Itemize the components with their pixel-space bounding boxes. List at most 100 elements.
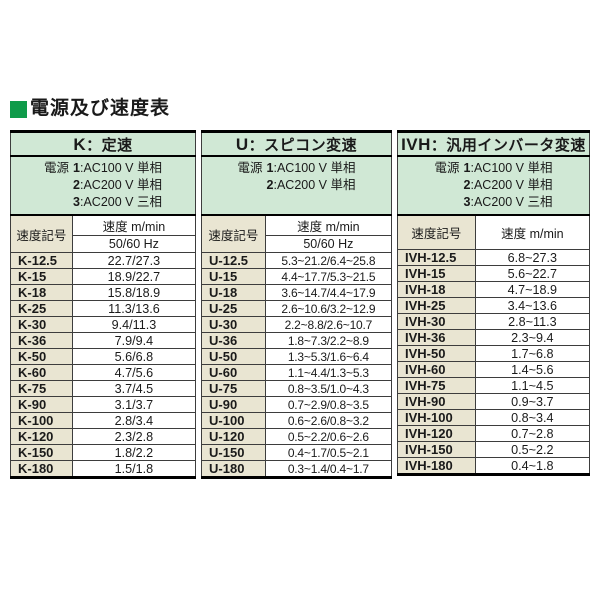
speed-value-cell: 2.8~11.3	[474, 313, 591, 330]
power-spec: 電源 1:AC100 V 単相 2:AC200 V 単相 3:AC200 V 三相	[12, 160, 195, 211]
table-row: IVH-75 1.1~4.5	[397, 377, 591, 394]
speed-code-cell: IVH-100	[397, 409, 476, 426]
table-row: IVH-18 4.7~18.9	[397, 281, 591, 298]
page-title-row: 電源及び速度表	[10, 98, 590, 120]
speed-value-cell: 2.8/3.4	[71, 412, 197, 429]
speed-code-cell: K-180	[10, 460, 73, 479]
speed-tables: K：定速 電源 1:AC100 V 単相 2:AC200 V 単相 3:AC200 V …	[9, 130, 591, 479]
table-row: K-30 9.4/11.3	[10, 316, 197, 333]
speed-value-cell: 3.7/4.5	[71, 380, 197, 397]
speed-value-cell: 2.3~9.4	[474, 329, 591, 346]
column-subheader-row: 50/60 Hz	[11, 235, 197, 253]
power-row: 電源 1:AC100 V 単相 2:AC200 V 単相 3:AC200 V 三相	[397, 155, 590, 216]
speed-value-cell: 18.9/22.7	[71, 268, 197, 285]
speed-value-cell: 0.5~2.2/0.6~2.6	[264, 428, 393, 445]
speed-value-cell: 22.7/27.3	[71, 252, 197, 269]
section-title-label: ：定速	[86, 136, 133, 154]
table-row: U-30 2.2~8.8/2.6~10.7	[201, 316, 393, 333]
speed-code-cell: U-100	[201, 412, 266, 429]
speed-value-cell: 1.1~4.4/1.3~5.3	[264, 364, 393, 381]
title-square-icon	[10, 100, 27, 118]
speed-code-cell: U-15	[201, 268, 266, 285]
speed-code-cell: U-36	[201, 332, 266, 349]
power-line-text: :AC200 V 三相	[80, 195, 162, 209]
speed-code-cell: IVH-180	[397, 457, 476, 476]
table-row: IVH-15 5.6~22.7	[397, 265, 591, 282]
speed-code-cell: K-36	[10, 332, 73, 349]
speed-value-cell: 4.7/5.6	[71, 364, 197, 381]
section-header-row: IVH：汎用インバータ変速	[397, 130, 590, 157]
power-line: 1:AC100 V 単相	[464, 160, 553, 177]
speed-code-cell: IVH-50	[397, 345, 476, 362]
section-title-label: ：汎用インバータ変速	[430, 136, 586, 154]
speed-value-cell: 1.3~5.3/1.6~6.4	[264, 348, 393, 365]
speed-value-cell: 15.8/18.9	[71, 284, 197, 301]
speed-code-cell: IVH-18	[397, 281, 476, 298]
power-line: 3:AC200 V 三相	[464, 194, 553, 211]
speed-code-cell: U-50	[201, 348, 266, 365]
speed-value-cell: 0.7~2.9/0.8~3.5	[264, 396, 393, 413]
column-header-row: 速度記号 速度 m/min	[397, 214, 591, 250]
speed-value-cell: 0.3~1.4/0.4~1.7	[264, 460, 393, 479]
power-label: 電源	[434, 161, 460, 175]
speed-code-cell: K-50	[10, 348, 73, 365]
table-row: U-18 3.6~14.7/4.4~17.9	[201, 284, 393, 301]
power-line-num: 2	[73, 178, 80, 192]
power-line: 2:AC200 V 単相	[267, 177, 356, 194]
speed-code-cell: K-18	[10, 284, 73, 301]
table-row: IVH-50 1.7~6.8	[397, 345, 591, 362]
speed-code-cell: K-100	[10, 412, 73, 429]
power-line-text: :AC200 V 単相	[273, 178, 356, 192]
speed-code-cell: IVH-30	[397, 313, 476, 330]
section-header-row: K：定速	[9, 130, 197, 157]
table-row: U-12.5 5.3~21.2/6.4~25.8	[201, 252, 393, 269]
table-row: U-15 4.4~17.7/5.3~21.5	[201, 268, 393, 285]
speed-value-cell: 3.6~14.7/4.4~17.9	[264, 284, 393, 301]
speed-value-cell: 1.5/1.8	[71, 460, 197, 479]
speed-code-cell: IVH-75	[397, 377, 476, 394]
speed-code-cell: IVH-15	[397, 265, 476, 282]
power-spec: 電源 1:AC100 V 単相 2:AC200 V 単相 3:AC200 V 三相	[399, 160, 589, 211]
speed-code-cell: K-15	[10, 268, 73, 285]
table-row: K-15 18.9/22.7	[10, 268, 197, 285]
speed-value-cell: 1.1~4.5	[474, 377, 591, 394]
section-title-prefix: U	[235, 134, 249, 154]
section-title: IVH：汎用インバータ変速	[397, 130, 590, 157]
speed-subheader: 50/60 Hz	[71, 235, 197, 253]
speed-value-cell: 0.7~2.8	[474, 425, 591, 442]
speed-value-cell: 1.4~5.6	[474, 361, 591, 378]
speed-value-cell: 4.4~17.7/5.3~21.5	[264, 268, 393, 285]
speed-value-cell: 0.9~3.7	[474, 393, 591, 410]
speed-value-cell: 3.1/3.7	[71, 396, 197, 413]
speed-code-cell: K-30	[10, 316, 73, 333]
speed-value-cell: 0.4~1.8	[474, 457, 591, 476]
speed-value-cell: 4.7~18.9	[474, 281, 591, 298]
column-header-row: 速度記号 速度 m/min	[201, 214, 393, 253]
speed-value-cell: 6.8~27.3	[474, 249, 591, 266]
section-table-K: K：定速電源 1:AC100 V 単相 2:AC200 V 単相 3:AC200 V …	[9, 130, 197, 479]
speed-code-cell: IVH-60	[397, 361, 476, 378]
table-row: U-150 0.4~1.7/0.5~2.1	[201, 444, 393, 461]
section-title-label: ：スピコン変速	[248, 136, 358, 154]
table-row: U-100 0.6~2.6/0.8~3.2	[201, 412, 393, 429]
power-line: 1:AC100 V 単相	[73, 160, 162, 177]
speed-code-header: 速度記号	[10, 214, 73, 253]
table-row: K-150 1.8/2.2	[10, 444, 197, 461]
speed-value-cell: 7.9/9.4	[71, 332, 197, 349]
speed-code-cell: K-12.5	[10, 252, 73, 269]
power-cell: 電源 1:AC100 V 単相 2:AC200 V 単相 3:AC200 V 三相	[397, 155, 590, 216]
table-row: U-60 1.1~4.4/1.3~5.3	[201, 364, 393, 381]
table-row: K-90 3.1/3.7	[10, 396, 197, 413]
speed-code-cell: IVH-36	[397, 329, 476, 346]
speed-value-cell: 0.8~3.5/1.0~4.3	[264, 380, 393, 397]
power-line-text: :AC100 V 単相	[273, 161, 356, 175]
power-line: 1:AC100 V 単相	[267, 160, 356, 177]
speed-value-cell: 5.6/6.8	[71, 348, 197, 365]
table-row: K-12.5 22.7/27.3	[10, 252, 197, 269]
power-line-text: :AC200 V 単相	[80, 178, 162, 192]
table-row: K-18 15.8/18.9	[10, 284, 197, 301]
table-row: K-36 7.9/9.4	[10, 332, 197, 349]
table-row: IVH-120 0.7~2.8	[397, 425, 591, 442]
speed-code-cell: K-150	[10, 444, 73, 461]
catalog-page: 電源及び速度表 K：定速 電源 1:AC100 V 単相 2:AC200 V 単相 3:…	[9, 98, 591, 479]
